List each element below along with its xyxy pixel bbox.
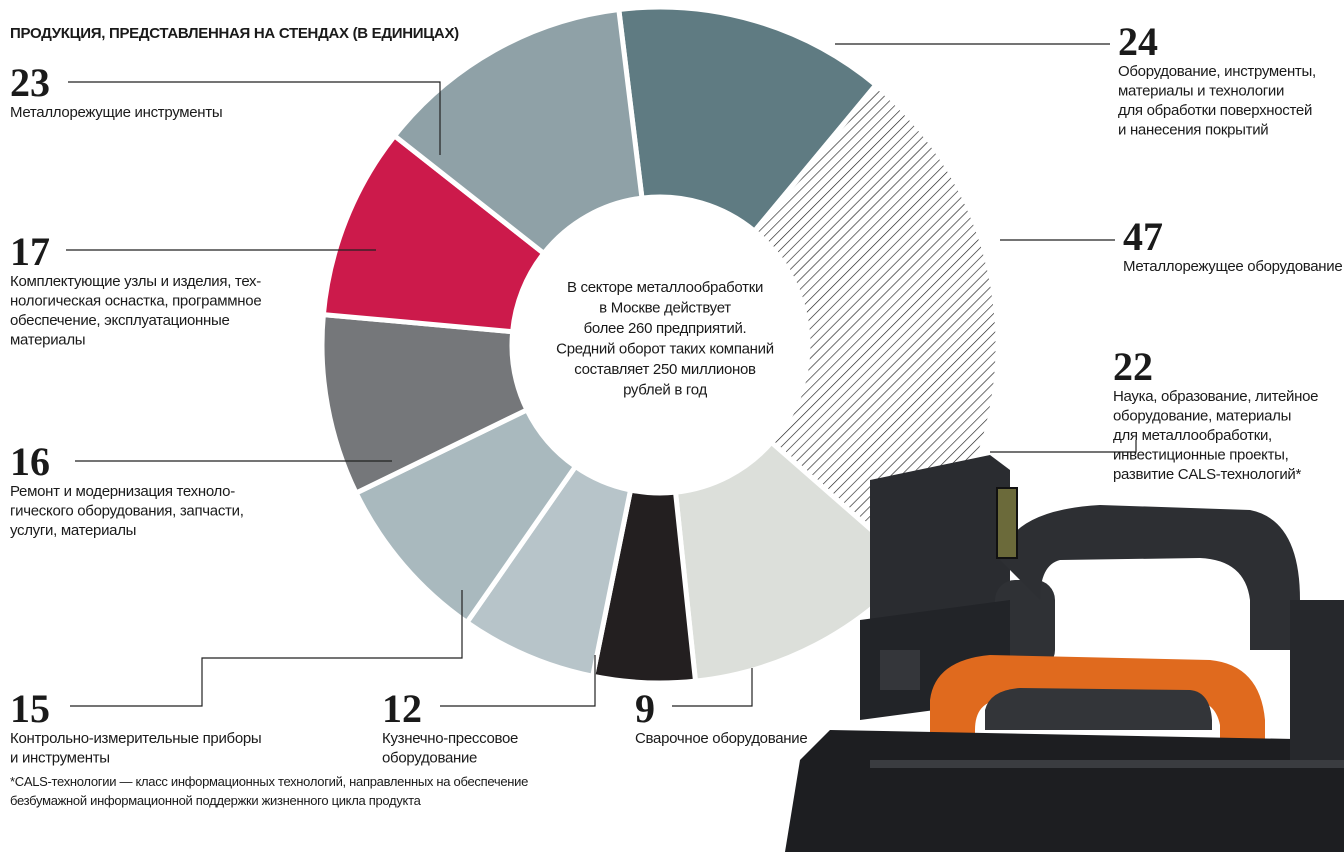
footnote-line: безбумажной информационной поддержки жиз…	[10, 793, 422, 808]
category-label: Металлорежущее оборудование	[1123, 258, 1342, 275]
footnote: *CALS-технологии — класс информационных …	[10, 774, 528, 808]
footnote-line: *CALS-технологии — класс информационных …	[10, 774, 528, 789]
chart-title: ПРОДУКЦИЯ, ПРЕДСТАВЛЕННАЯ НА СТЕНДАХ (В …	[10, 25, 459, 42]
annotation-line: составляет 250 миллионов	[574, 361, 756, 378]
annotation-line: Средний оборот таких компаний	[556, 341, 774, 358]
page: {"chart_data": { "type": "donut", "title…	[0, 0, 1344, 852]
category-label: Наука, образование, литейное	[1113, 388, 1318, 405]
category-label: Кузнечно-прессовое	[382, 730, 518, 747]
category-label: для металлообработки,	[1113, 427, 1272, 444]
category-label: инвестиционные проекты,	[1113, 447, 1289, 464]
value-label: 9	[635, 686, 655, 731]
value-label: 22	[1113, 344, 1153, 389]
category-label: Сварочное оборудование	[635, 730, 807, 747]
category-label: Комплектующие узлы и изделия, тех-	[10, 273, 261, 290]
category-label: Контрольно-измерительные приборы	[10, 730, 261, 747]
annotation-line: в Москве действует	[599, 300, 731, 317]
value-label: 24	[1118, 19, 1158, 64]
category-label: обеспечение, эксплуатационные	[10, 312, 230, 329]
category-label: нологическая оснастка, программное	[10, 293, 261, 310]
category-label: развитие CALS-технологий*	[1113, 466, 1301, 483]
chart: ПРОДУКЦИЯ, ПРЕДСТАВЛЕННАЯ НА СТЕНДАХ (В …	[0, 0, 1344, 852]
value-label: 17	[10, 229, 50, 274]
category-label: Ремонт и модернизация техноло-	[10, 483, 235, 500]
category-label: и инструменты	[10, 750, 110, 767]
category-label: материалы	[10, 332, 85, 349]
annotation-line: рублей в год	[623, 382, 707, 399]
value-label: 16	[10, 439, 50, 484]
category-label: Оборудование, инструменты,	[1118, 63, 1316, 80]
category-label: и нанесения покрытий	[1118, 122, 1268, 139]
annotation-line: В секторе металлообработки	[567, 279, 763, 296]
value-label: 47	[1123, 214, 1163, 259]
category-label: гического оборудования, запчасти,	[10, 503, 244, 520]
value-label: 23	[10, 60, 50, 105]
category-label: материалы и технологии	[1118, 83, 1284, 100]
category-label: для обработки поверхностей	[1118, 102, 1312, 119]
category-label: услуги, материалы	[10, 522, 136, 539]
annotation-line: более 260 предприятий.	[584, 320, 747, 337]
value-label: 15	[10, 686, 50, 731]
category-label: оборудование	[382, 750, 477, 767]
category-label: Металлорежущие инструменты	[10, 104, 222, 121]
value-label: 12	[382, 686, 422, 731]
category-label: оборудование, материалы	[1113, 408, 1291, 425]
center-annotation: В секторе металлообработки в Москве дейст…	[556, 279, 774, 399]
